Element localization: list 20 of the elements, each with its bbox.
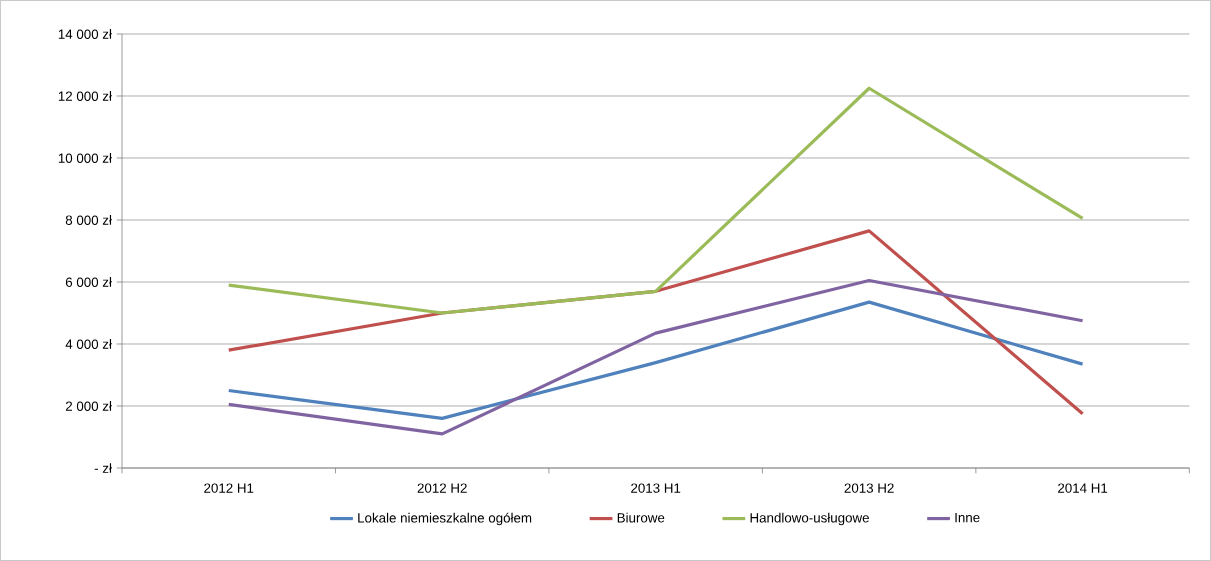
- x-tick-label: 2013 H2: [844, 483, 894, 493]
- legend-label: Lokale niemieszkalne ogółem: [358, 512, 532, 526]
- line-series: [227, 300, 1085, 420]
- y-tick-label: - zł: [94, 463, 112, 473]
- legend-label: Inne: [955, 512, 980, 523]
- y-tick-label: 14 000 zł: [58, 29, 112, 39]
- y-tick-label: 10 000 zł: [58, 153, 112, 163]
- x-tick-label: 2014 H1: [1058, 483, 1108, 493]
- legend-label: Biurowe: [617, 512, 665, 523]
- y-tick-label: 6 000 zł: [65, 277, 112, 287]
- legend-label: Handlowo-usługowe: [750, 512, 869, 526]
- y-tick-label: 4 000 zł: [65, 339, 112, 349]
- line-series: [227, 86, 1085, 315]
- x-tick-label: 2012 H2: [417, 483, 467, 493]
- y-tick-label: 12 000 zł: [58, 91, 112, 101]
- x-tick-label: 2012 H1: [204, 483, 254, 493]
- line-series: [227, 278, 1085, 436]
- x-tick-label: 2013 H1: [631, 483, 681, 493]
- y-tick-label: 2 000 zł: [65, 401, 112, 411]
- y-tick-label: 8 000 zł: [65, 215, 112, 225]
